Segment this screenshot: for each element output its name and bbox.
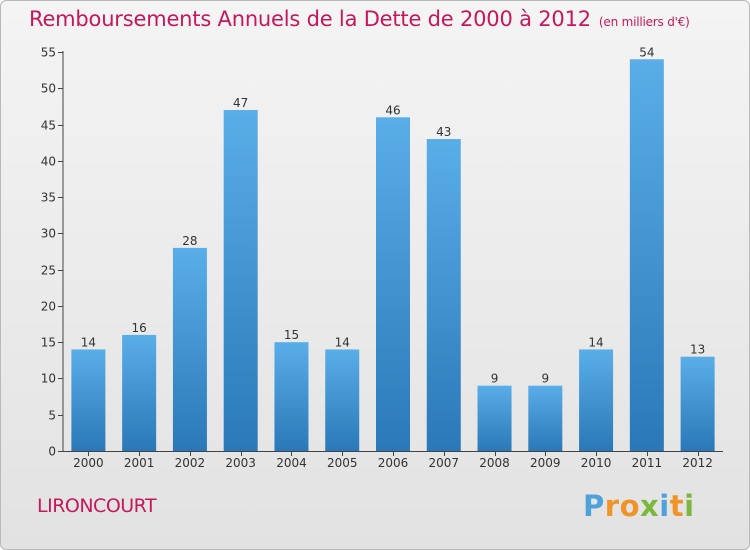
logo-letter: o xyxy=(619,489,641,523)
x-tick-label: 2002 xyxy=(175,456,206,470)
x-tick-label: 2008 xyxy=(479,456,510,470)
bar xyxy=(274,342,309,451)
data-label: 14 xyxy=(81,335,96,349)
bar xyxy=(426,139,461,451)
logo-letter: i xyxy=(684,489,695,523)
bar xyxy=(325,349,360,451)
x-tick-label: 2000 xyxy=(73,456,104,470)
y-tick-label: 20 xyxy=(41,300,56,314)
y-tick-label: 40 xyxy=(41,155,56,169)
x-tick-label: 2007 xyxy=(428,456,459,470)
bar xyxy=(376,117,410,452)
data-label: 13 xyxy=(690,343,705,357)
data-label: 14 xyxy=(588,335,603,349)
y-tick-label: 55 xyxy=(41,46,56,60)
bar xyxy=(223,110,258,451)
data-label: 46 xyxy=(385,103,400,117)
axes: 0 5 10 15 20 25 30 35 40 45 50 55 2000 2001 2002 2003 20… xyxy=(41,46,723,470)
logo-letter: P xyxy=(583,489,605,523)
proxiti-logo[interactable]: Proxiti xyxy=(583,489,695,523)
bars: 14 16 28 47 15 14 46 43 9 9 14 54 13 xyxy=(71,45,715,452)
y-tick-label: 35 xyxy=(41,191,56,205)
data-label: 54 xyxy=(639,45,654,59)
y-tick-label: 25 xyxy=(41,264,56,278)
y-tick-label: 15 xyxy=(41,336,56,350)
bar xyxy=(629,59,664,451)
bar xyxy=(172,247,207,451)
x-tick-label: 2010 xyxy=(581,456,612,470)
data-label: 9 xyxy=(491,372,499,386)
x-tick-label: 2005 xyxy=(327,456,358,470)
data-label: 47 xyxy=(233,96,248,110)
bar xyxy=(71,349,106,451)
logo-letter: t xyxy=(669,489,685,523)
data-label: 43 xyxy=(436,125,451,139)
title-text: Remboursements Annuels de la Dette de 20… xyxy=(29,7,591,31)
data-label: 14 xyxy=(335,335,350,349)
data-label: 28 xyxy=(182,234,197,248)
logo-letter: r xyxy=(604,489,620,523)
x-tick-label: 2004 xyxy=(276,456,307,470)
bar xyxy=(680,356,715,451)
x-tick-label: 2009 xyxy=(530,456,561,470)
logo-letter: x xyxy=(640,489,660,523)
logo-letter: i xyxy=(659,489,670,523)
x-tick-label: 2003 xyxy=(225,456,256,470)
y-tick-label: 50 xyxy=(41,82,56,96)
data-label: 16 xyxy=(132,321,147,335)
x-tick-label: 2001 xyxy=(124,456,155,470)
data-label: 9 xyxy=(541,372,549,386)
unit-note: (en milliers d'€) xyxy=(598,15,690,29)
y-tick-label: 0 xyxy=(48,445,56,459)
x-tick-label: 2012 xyxy=(682,456,713,470)
y-tick-label: 30 xyxy=(41,227,56,241)
bar xyxy=(477,385,512,451)
y-tick-label: 5 xyxy=(48,409,56,423)
x-tick-label: 2006 xyxy=(378,456,409,470)
bar xyxy=(579,349,614,451)
x-tick-label: 2011 xyxy=(632,456,663,470)
y-tick-label: 45 xyxy=(41,119,56,133)
chart-title: Remboursements Annuels de la Dette de 20… xyxy=(29,7,690,31)
bar xyxy=(528,385,563,451)
data-label: 15 xyxy=(284,328,299,342)
y-tick-label: 10 xyxy=(41,372,56,386)
bar xyxy=(122,334,157,451)
commune-name: LIRONCOURT xyxy=(37,495,157,517)
